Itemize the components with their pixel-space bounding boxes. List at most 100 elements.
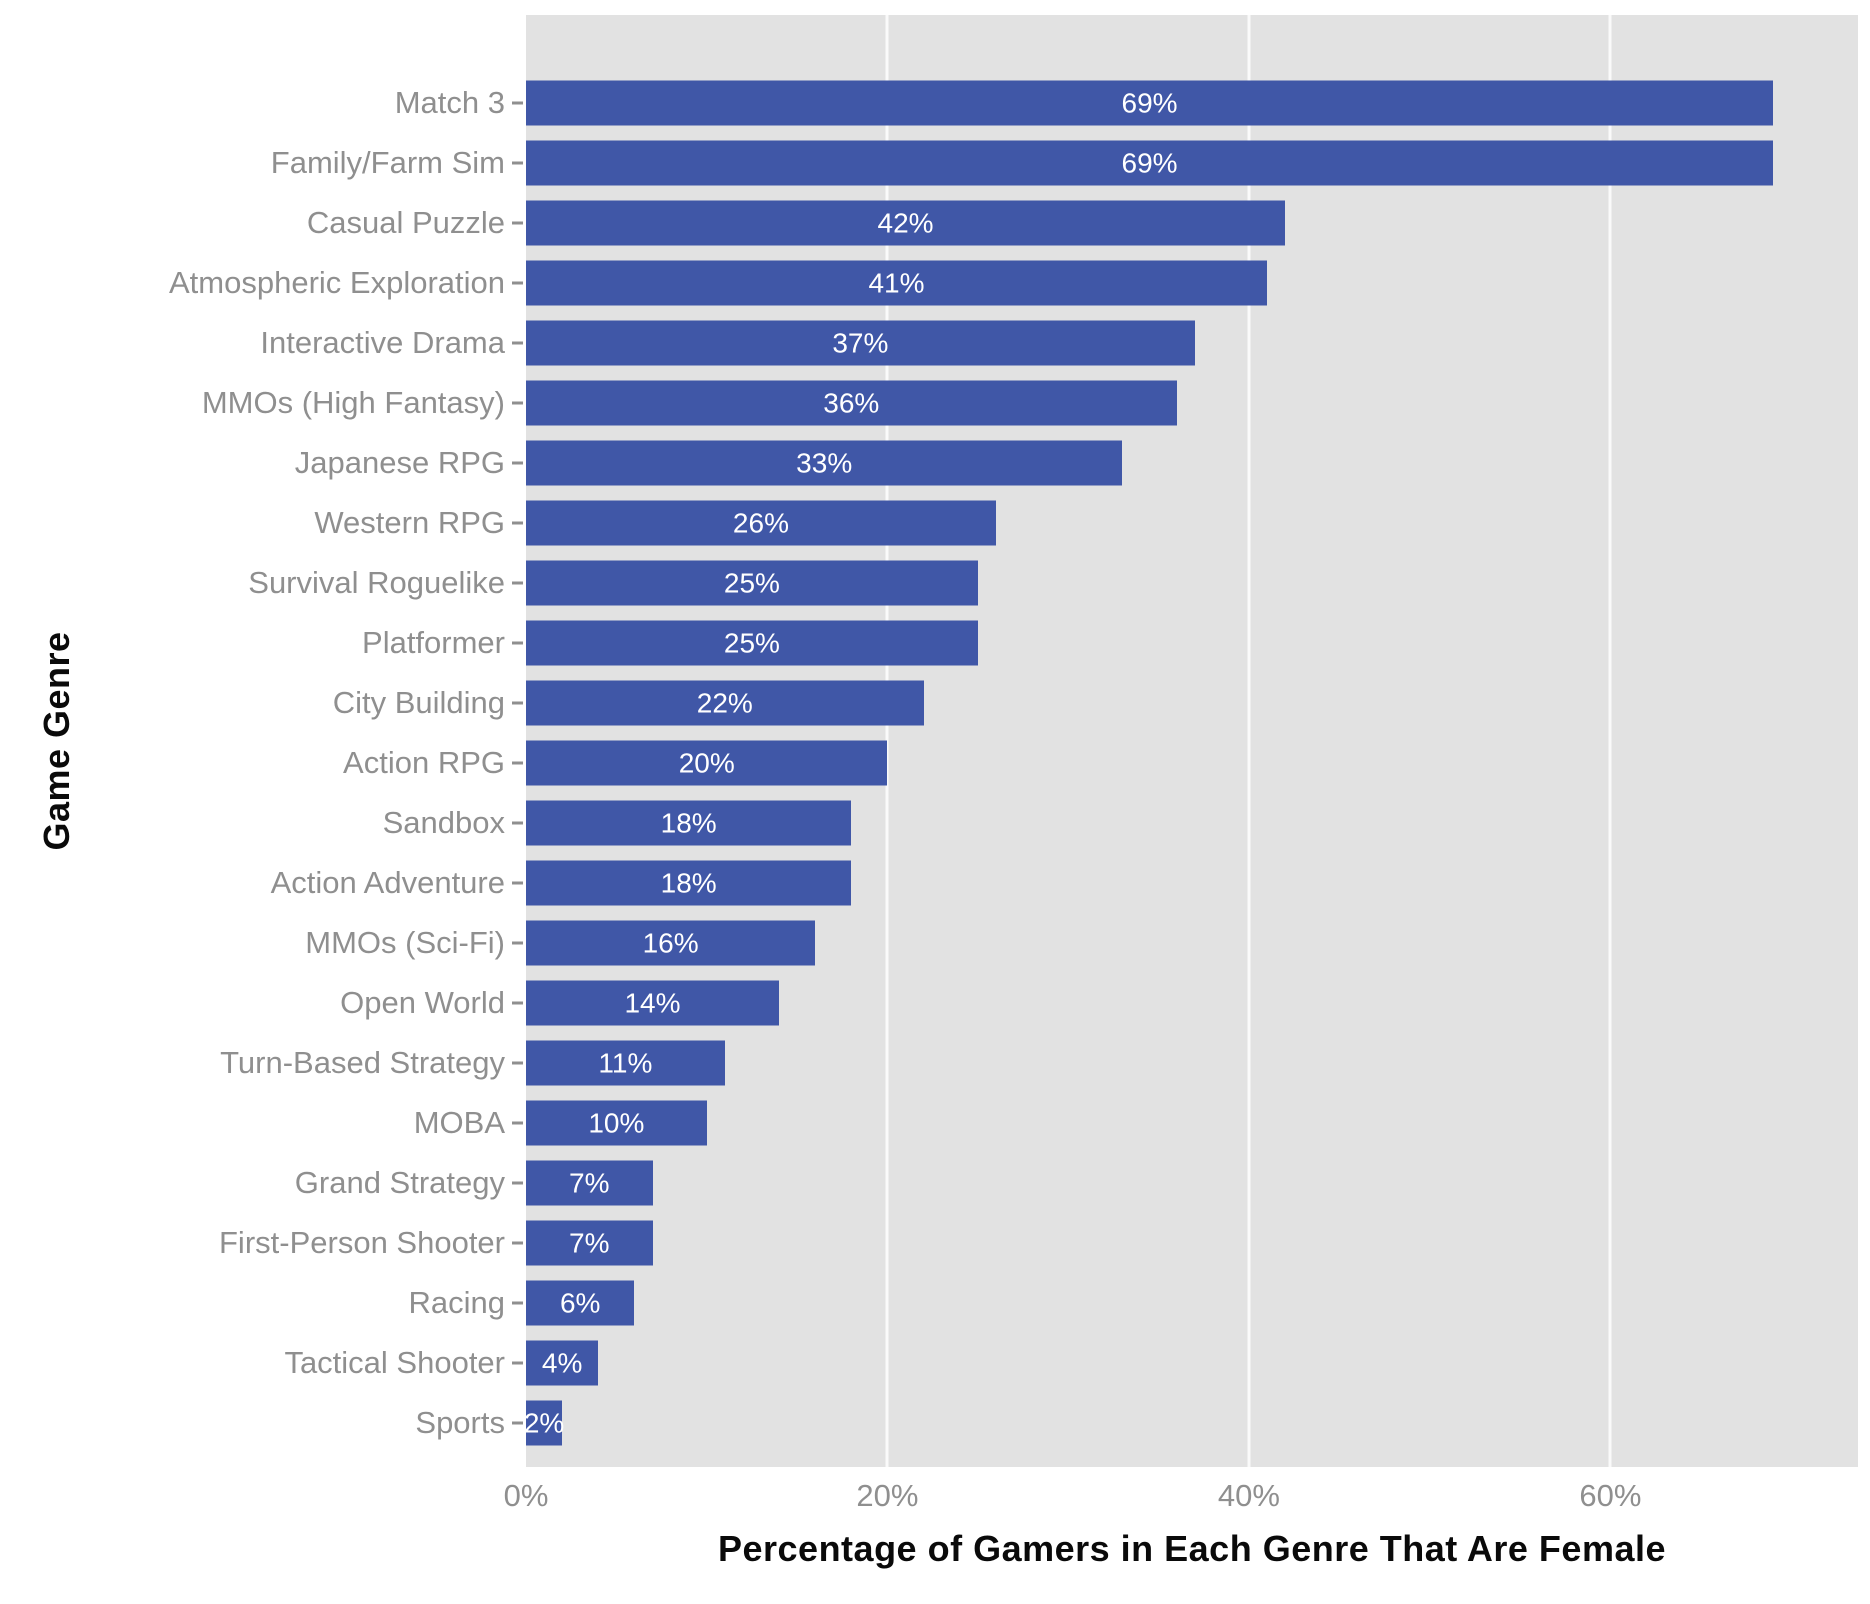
bar-row-racing: 6% (526, 1273, 1858, 1333)
y-tick-mark (512, 761, 523, 765)
category-row-tactical-shooter: Tactical Shooter (0, 1333, 526, 1393)
bar-city-building: 22% (526, 680, 924, 726)
bar-row-sandbox: 18% (526, 793, 1858, 853)
bar-match-3: 69% (526, 80, 1774, 126)
category-row-action-adventure: Action Adventure (0, 853, 526, 913)
category-label: First-Person Shooter (219, 1225, 505, 1260)
bar-survival-roguelike: 25% (526, 560, 978, 606)
bar-mmos-high-fantasy: 36% (526, 380, 1177, 426)
bar-value-label: 33% (796, 447, 853, 478)
bar-row-action-rpg: 20% (526, 733, 1858, 793)
bar-row-city-building: 22% (526, 673, 1858, 733)
category-row-mmos-high-fantasy: MMOs (High Fantasy) (0, 373, 526, 433)
bar-racing: 6% (526, 1280, 635, 1326)
bar-tactical-shooter: 4% (526, 1340, 599, 1386)
gridline-20 (885, 15, 889, 1467)
bar-value-label: 4% (541, 1347, 583, 1378)
bar-grand-strategy: 7% (526, 1160, 653, 1206)
bar-row-western-rpg: 26% (526, 493, 1858, 553)
y-tick-mark (512, 281, 523, 285)
x-axis-tick-labels: 0% 20% 40% 60% (504, 1478, 1858, 1520)
category-row-japanese-rpg: Japanese RPG (0, 433, 526, 493)
gridline-40 (1247, 15, 1251, 1467)
category-label: Western RPG (314, 505, 505, 540)
y-tick-mark (512, 641, 523, 645)
bar-value-label: 6% (559, 1287, 601, 1318)
y-tick-mark (512, 341, 523, 345)
bar-row-survival-roguelike: 25% (526, 553, 1858, 613)
category-row-first-person-shooter: First-Person Shooter (0, 1213, 526, 1273)
category-row-match-3: Match 3 (0, 73, 526, 133)
gridline-60 (1608, 15, 1612, 1467)
bar-value-label: 18% (660, 807, 717, 838)
category-label: Racing (408, 1285, 506, 1320)
bar-value-label: 7% (569, 1227, 610, 1258)
y-tick-mark (512, 161, 523, 165)
bar-row-tactical-shooter: 4% (526, 1333, 1858, 1393)
y-tick-mark (512, 821, 523, 825)
y-tick-mark (512, 1061, 523, 1065)
y-axis-category-labels: Match 3 Family/Farm Sim Casual Puzzle Atmos… (0, 15, 526, 1467)
bar-family-farm-sim: 69% (526, 140, 1774, 186)
y-tick-mark (512, 1181, 523, 1185)
bar-value-label: 16% (642, 927, 699, 958)
category-label: Tactical Shooter (284, 1345, 505, 1380)
y-tick-mark (512, 1001, 523, 1005)
category-row-atmospheric-exploration: Atmospheric Exploration (0, 253, 526, 313)
y-tick-mark (512, 941, 523, 945)
bar-value-label: 26% (732, 507, 789, 538)
category-label: Interactive Drama (260, 325, 505, 360)
bar-casual-puzzle: 42% (526, 200, 1286, 246)
category-label: Action Adventure (270, 865, 505, 900)
bar-value-label: 69% (1121, 87, 1178, 118)
category-label: Platformer (362, 625, 505, 660)
bar-japanese-rpg: 33% (526, 440, 1123, 486)
bar-row-mmos-sci-fi: 16% (526, 913, 1858, 973)
category-row-western-rpg: Western RPG (0, 493, 526, 553)
y-tick-mark (512, 401, 523, 405)
category-label: Grand Strategy (294, 1165, 505, 1200)
category-row-family-farm-sim: Family/Farm Sim (0, 133, 526, 193)
bar-turn-based-strategy: 11% (526, 1040, 725, 1086)
bar-row-interactive-drama: 37% (526, 313, 1858, 373)
category-row-grand-strategy: Grand Strategy (0, 1153, 526, 1213)
bar-row-family-farm-sim: 69% (526, 133, 1858, 193)
bar-row-moba: 10% (526, 1093, 1858, 1153)
category-row-open-world: Open World (0, 973, 526, 1033)
plot-area: 69% 69% 42% 41% 37% 36% 33% 26% 25% 25% 22% 20% 18% 1… (524, 15, 1858, 1467)
x-axis-title: Percentage of Gamers in Each Genre That … (717, 1528, 1666, 1569)
x-tick-label-20: 20% (856, 1478, 919, 1513)
category-label: MMOs (Sci-Fi) (305, 925, 505, 960)
x-tick-label-60: 60% (1579, 1478, 1642, 1513)
bar-mmos-sci-fi: 16% (526, 920, 816, 966)
bar-value-label: 14% (624, 987, 681, 1018)
bar-action-rpg: 20% (526, 740, 888, 786)
category-row-sandbox: Sandbox (0, 793, 526, 853)
bar-atmospheric-exploration: 41% (526, 260, 1267, 306)
category-label: City Building (332, 685, 505, 720)
y-tick-mark (512, 221, 523, 225)
y-tick-mark (512, 101, 523, 105)
bar-western-rpg: 26% (526, 500, 996, 546)
category-row-platformer: Platformer (0, 613, 526, 673)
bar-row-first-person-shooter: 7% (526, 1213, 1858, 1273)
bar-value-label: 7% (569, 1167, 610, 1198)
bar-value-label: 69% (1121, 147, 1178, 178)
y-tick-mark (512, 1241, 523, 1245)
bar-row-sports: 2% (524, 1393, 1858, 1453)
category-row-turn-based-strategy: Turn-Based Strategy (0, 1033, 526, 1093)
category-row-action-rpg: Action RPG (0, 733, 526, 793)
category-label: Open World (340, 985, 505, 1020)
y-tick-mark (512, 701, 523, 705)
bar-platformer: 25% (526, 620, 978, 666)
y-tick-mark (512, 581, 523, 585)
bar-value-label: 22% (696, 687, 753, 718)
category-label: MMOs (High Fantasy) (201, 385, 505, 420)
category-label: Survival Roguelike (248, 565, 505, 600)
category-label: Casual Puzzle (306, 205, 505, 240)
bar-interactive-drama: 37% (526, 320, 1195, 366)
category-row-racing: Racing (0, 1273, 526, 1333)
y-tick-mark (512, 1421, 523, 1425)
bar-row-action-adventure: 18% (526, 853, 1858, 913)
x-tick-label-40: 40% (1217, 1478, 1280, 1513)
